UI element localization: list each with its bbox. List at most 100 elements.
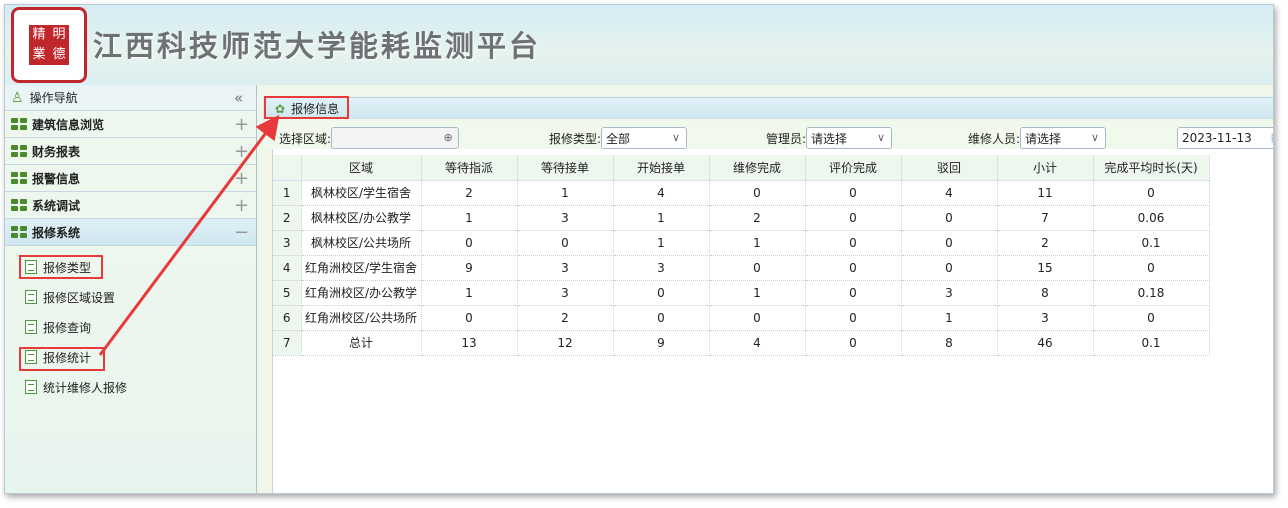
table-cell: 1 [421, 280, 518, 306]
sidebar-group-finance[interactable]: 财务报表 + [5, 138, 256, 165]
app-title: 江西科技师范大学能耗监测平台 [93, 29, 542, 63]
table-cell: 1 [517, 180, 614, 206]
row-number: 5 [273, 280, 302, 306]
sidebar-item-worker-stats[interactable]: 统计维修人报修 [5, 372, 256, 402]
document-icon [25, 350, 37, 364]
dropdown-icon[interactable]: ⊕ [443, 131, 453, 144]
table-cell: 0.18 [1093, 280, 1210, 306]
table-row[interactable]: 5 红角洲校区/办公教学 1 3 0 1 0 3 8 0.18 [273, 280, 1210, 306]
chevron-down-icon[interactable]: ∨ [672, 131, 681, 144]
sidebar-group-repair[interactable]: 报修系统 − [5, 219, 256, 246]
user-icon: ♙ [11, 89, 24, 106]
table-cell: 0 [805, 230, 902, 256]
column-header[interactable]: 区域 [301, 155, 422, 181]
main-panel: ✿ 报修信息 选择区域: ⊕ 报修类型: 全部 ∨ 管理员: 请选择 ∨ 维修人员:… [263, 85, 1273, 493]
worker-select[interactable]: 请选择 ∨ [1020, 127, 1107, 149]
table-row[interactable]: 7 总计 13 12 9 4 0 8 46 0.1 [273, 330, 1210, 356]
expand-icon[interactable]: + [234, 167, 250, 189]
table-cell: 红角洲校区/公共场所 [301, 305, 422, 331]
sidebar-item-repair-area[interactable]: 报修区域设置 [5, 282, 256, 312]
table-row[interactable]: 6 红角洲校区/公共场所 0 2 0 0 0 1 3 0 [273, 305, 1210, 331]
row-number: 7 [273, 330, 302, 356]
sidebar: ♙ 操作导航 « 建筑信息浏览 + 财务报表 + 报警信息 + 系统调试 + 报修系统 −… [5, 85, 257, 493]
table-cell: 9 [421, 255, 518, 281]
stats-table: 区域 等待指派 等待接单 开始接单 维修完成 评价完成 驳回 小计 完成平均时长(天) 1 枫林校… [272, 149, 1273, 493]
table-cell: 1 [709, 230, 806, 256]
expand-icon[interactable]: + [234, 140, 250, 162]
table-cell: 1 [709, 280, 806, 306]
sidebar-item-repair-stats[interactable]: 报修统计 [5, 342, 256, 372]
column-header[interactable]: 完成平均时长(天) [1093, 155, 1210, 181]
area-combobox[interactable]: ⊕ [331, 127, 460, 149]
sidebar-item-repair-type[interactable]: 报修类型 [5, 252, 256, 282]
table-cell: 12 [517, 330, 614, 356]
document-icon [25, 380, 37, 394]
table-row[interactable]: 3 枫林校区/公共场所 0 0 1 1 0 0 2 0.1 [273, 230, 1210, 256]
row-number: 2 [273, 205, 302, 231]
column-header[interactable] [273, 155, 302, 181]
calendar-icon[interactable]: ▦ [1266, 128, 1273, 148]
sidebar-item-repair-query[interactable]: 报修查询 [5, 312, 256, 342]
university-logo: 精明業德 [11, 7, 87, 83]
chevron-down-icon[interactable]: ∨ [1091, 131, 1100, 144]
table-cell: 4 [709, 330, 806, 356]
collapse-icon[interactable]: « [234, 88, 244, 107]
panel-header: ✿ 报修信息 [263, 97, 1273, 119]
row-number: 1 [273, 180, 302, 206]
table-cell: 1 [613, 205, 710, 231]
table-cell: 4 [613, 180, 710, 206]
column-header[interactable]: 评价完成 [805, 155, 902, 181]
group-label: 系统调试 [32, 198, 81, 213]
table-cell: 红角洲校区/学生宿舍 [301, 255, 422, 281]
collapse-group-icon[interactable]: − [234, 221, 250, 243]
group-label: 报警信息 [32, 171, 81, 186]
table-cell: 0 [1093, 305, 1210, 331]
table-cell: 3 [517, 255, 614, 281]
column-header[interactable]: 小计 [997, 155, 1094, 181]
table-cell: 3 [613, 255, 710, 281]
grid-icon [11, 145, 27, 157]
item-label: 报修统计 [43, 350, 92, 365]
table-cell: 枫林校区/公共场所 [301, 230, 422, 256]
sidebar-group-alarm[interactable]: 报警信息 + [5, 165, 256, 192]
table-cell: 0 [901, 205, 998, 231]
table-cell: 0 [709, 180, 806, 206]
table-row[interactable]: 4 红角洲校区/学生宿舍 9 3 3 0 0 0 15 0 [273, 255, 1210, 281]
header: 精明業德 江西科技师范大学能耗监测平台 [5, 5, 1273, 85]
table-cell: 0 [1093, 255, 1210, 281]
table-row[interactable]: 1 枫林校区/学生宿舍 2 1 4 0 0 4 11 0 [273, 180, 1210, 206]
table-cell: 0 [517, 230, 614, 256]
column-header[interactable]: 开始接单 [613, 155, 710, 181]
column-header[interactable]: 等待接单 [517, 155, 614, 181]
manager-select[interactable]: 请选择 ∨ [806, 127, 893, 149]
table-cell: 2 [517, 305, 614, 331]
table-cell: 3 [901, 280, 998, 306]
date-value: 2023-11-13 [1182, 131, 1252, 145]
item-label: 报修查询 [43, 320, 92, 335]
column-header[interactable]: 等待指派 [421, 155, 518, 181]
table-cell: 0 [805, 305, 902, 331]
table-row[interactable]: 2 枫林校区/办公教学 1 3 1 2 0 0 7 0.06 [273, 205, 1210, 231]
column-header[interactable]: 维修完成 [709, 155, 806, 181]
date-input[interactable]: 2023-11-13 ▦ [1177, 127, 1273, 149]
table-cell: 0 [709, 305, 806, 331]
expand-icon[interactable]: + [234, 194, 250, 216]
column-header[interactable]: 驳回 [901, 155, 998, 181]
sidebar-group-debug[interactable]: 系统调试 + [5, 192, 256, 219]
chevron-down-icon[interactable]: ∨ [877, 131, 886, 144]
app-window: 精明業德 江西科技师范大学能耗监测平台 ♙ 操作导航 « 建筑信息浏览 + 财务报… [4, 4, 1274, 494]
table-cell: 9 [613, 330, 710, 356]
table-cell: 0 [421, 305, 518, 331]
group-label: 报修系统 [32, 225, 81, 240]
sidebar-group-building[interactable]: 建筑信息浏览 + [5, 111, 256, 138]
type-select[interactable]: 全部 ∨ [601, 127, 688, 149]
table-cell: 2 [421, 180, 518, 206]
manager-value: 请选择 [811, 131, 848, 146]
group-label: 财务报表 [32, 144, 81, 159]
item-label: 统计维修人报修 [43, 380, 128, 395]
group-label: 建筑信息浏览 [32, 117, 105, 132]
table-cell: 0 [1093, 180, 1210, 206]
table-cell: 枫林校区/学生宿舍 [301, 180, 422, 206]
table-cell: 0.06 [1093, 205, 1210, 231]
expand-icon[interactable]: + [234, 113, 250, 135]
